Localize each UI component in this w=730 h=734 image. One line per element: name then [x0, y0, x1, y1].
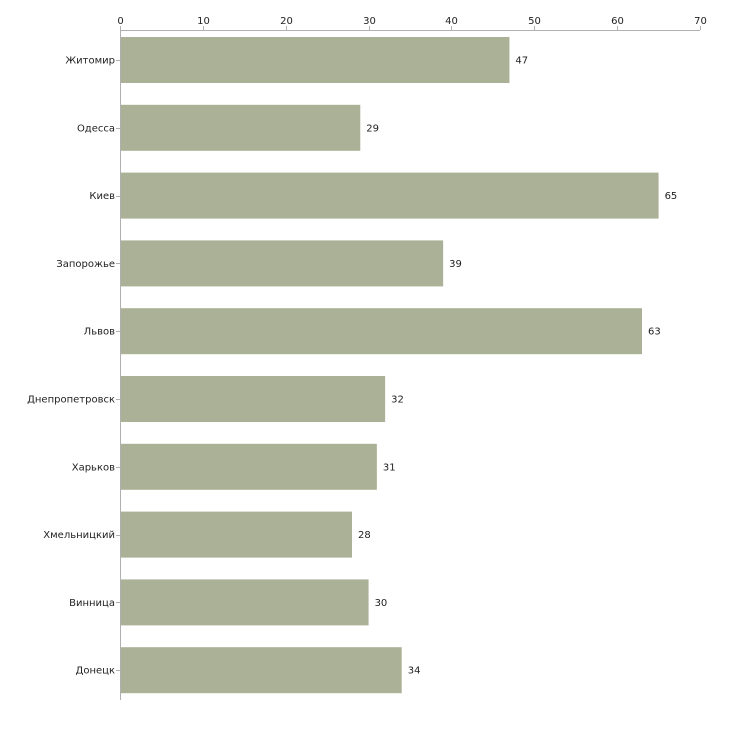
bar	[121, 579, 369, 626]
category-labels-group: Житомир Одесса Киев Запорожье Львов Днепропет…	[27, 56, 120, 677]
x-tick-label: 50	[528, 16, 541, 27]
category-label: Харьков	[72, 462, 115, 473]
x-tick-label: 60	[611, 16, 624, 27]
bar	[121, 376, 386, 422]
bar-value-label: 31	[383, 462, 396, 473]
category-label: Донецк	[76, 666, 115, 677]
bar-value-label: 29	[366, 123, 379, 134]
x-tick-label: 10	[197, 16, 210, 27]
x-axis-ticks: 0 10 20 30 40 50 60 70	[117, 16, 707, 30]
bar	[121, 104, 361, 151]
value-labels-group: 47 29 65 39 63 32 31 28 30 34	[358, 56, 677, 677]
category-label: Хмельницкий	[43, 530, 115, 541]
bar-value-label: 32	[391, 395, 404, 406]
bar	[121, 37, 510, 83]
category-label: Днепропетровск	[27, 395, 115, 406]
x-tick-label: 70	[694, 16, 707, 27]
category-label: Запорожье	[56, 259, 115, 270]
bar	[121, 308, 642, 355]
bar-value-label: 63	[648, 327, 661, 338]
category-label: Одесса	[77, 123, 115, 134]
category-label: Киев	[89, 191, 115, 202]
bar	[121, 647, 402, 694]
bar	[121, 443, 377, 490]
bar	[121, 240, 444, 287]
bars-group	[121, 37, 659, 694]
bar-value-label: 30	[375, 598, 388, 609]
bar-value-label: 47	[515, 56, 528, 67]
bar-value-label: 34	[408, 666, 421, 677]
bar	[121, 172, 659, 219]
category-label: Житомир	[65, 56, 115, 67]
x-tick-label: 20	[280, 16, 293, 27]
x-tick-label: 30	[363, 16, 376, 27]
bar-value-label: 65	[665, 191, 678, 202]
bar-value-label: 28	[358, 530, 371, 541]
x-tick-label: 0	[117, 16, 123, 27]
category-label: Львов	[84, 327, 115, 338]
bar-value-label: 39	[449, 259, 462, 270]
bar	[121, 511, 352, 558]
x-tick-label: 40	[445, 16, 458, 27]
category-label: Винница	[69, 598, 115, 609]
